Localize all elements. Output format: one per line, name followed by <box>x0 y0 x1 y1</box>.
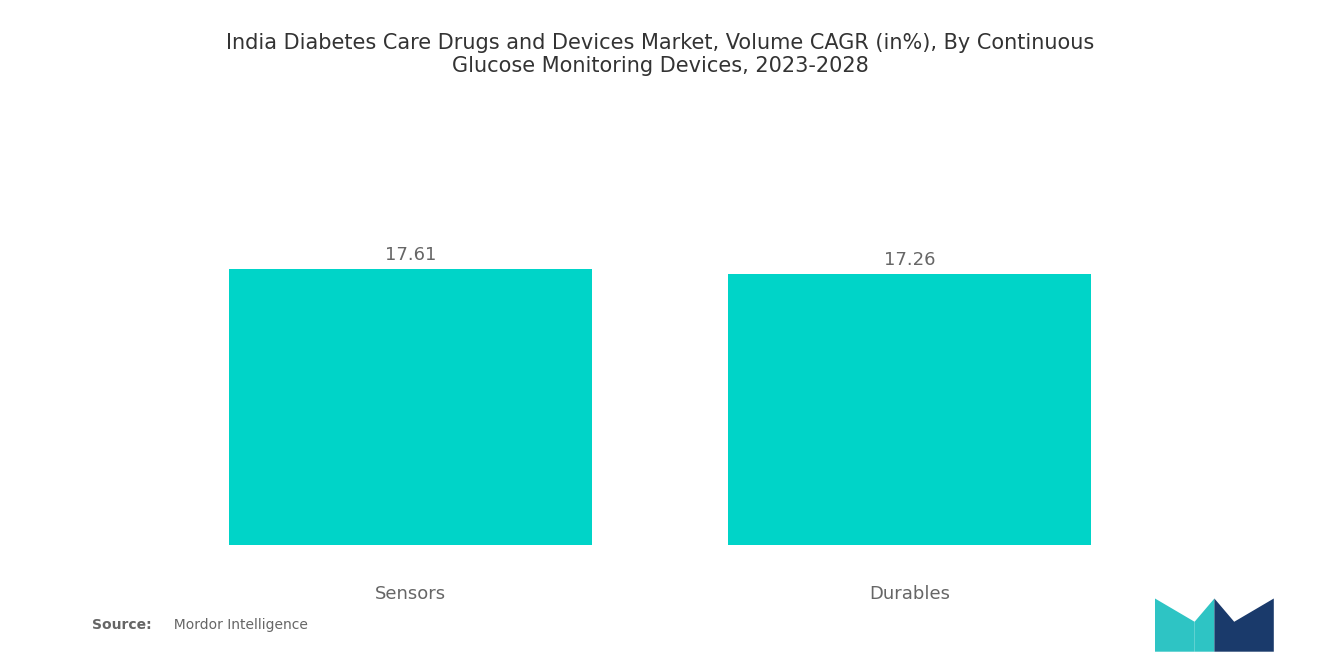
Bar <box>729 274 1092 545</box>
Bar <box>228 269 591 545</box>
Text: 17.61: 17.61 <box>384 246 436 264</box>
Text: 17.26: 17.26 <box>884 251 936 269</box>
Polygon shape <box>1214 598 1274 652</box>
Text: Durables: Durables <box>870 585 950 602</box>
Polygon shape <box>1195 598 1214 652</box>
Polygon shape <box>1155 598 1195 652</box>
Text: Source:: Source: <box>92 618 152 632</box>
Text: India Diabetes Care Drugs and Devices Market, Volume CAGR (in%), By Continuous
G: India Diabetes Care Drugs and Devices Ma… <box>226 33 1094 76</box>
Text: Sensors: Sensors <box>375 585 446 602</box>
Text: Mordor Intelligence: Mordor Intelligence <box>165 618 308 632</box>
